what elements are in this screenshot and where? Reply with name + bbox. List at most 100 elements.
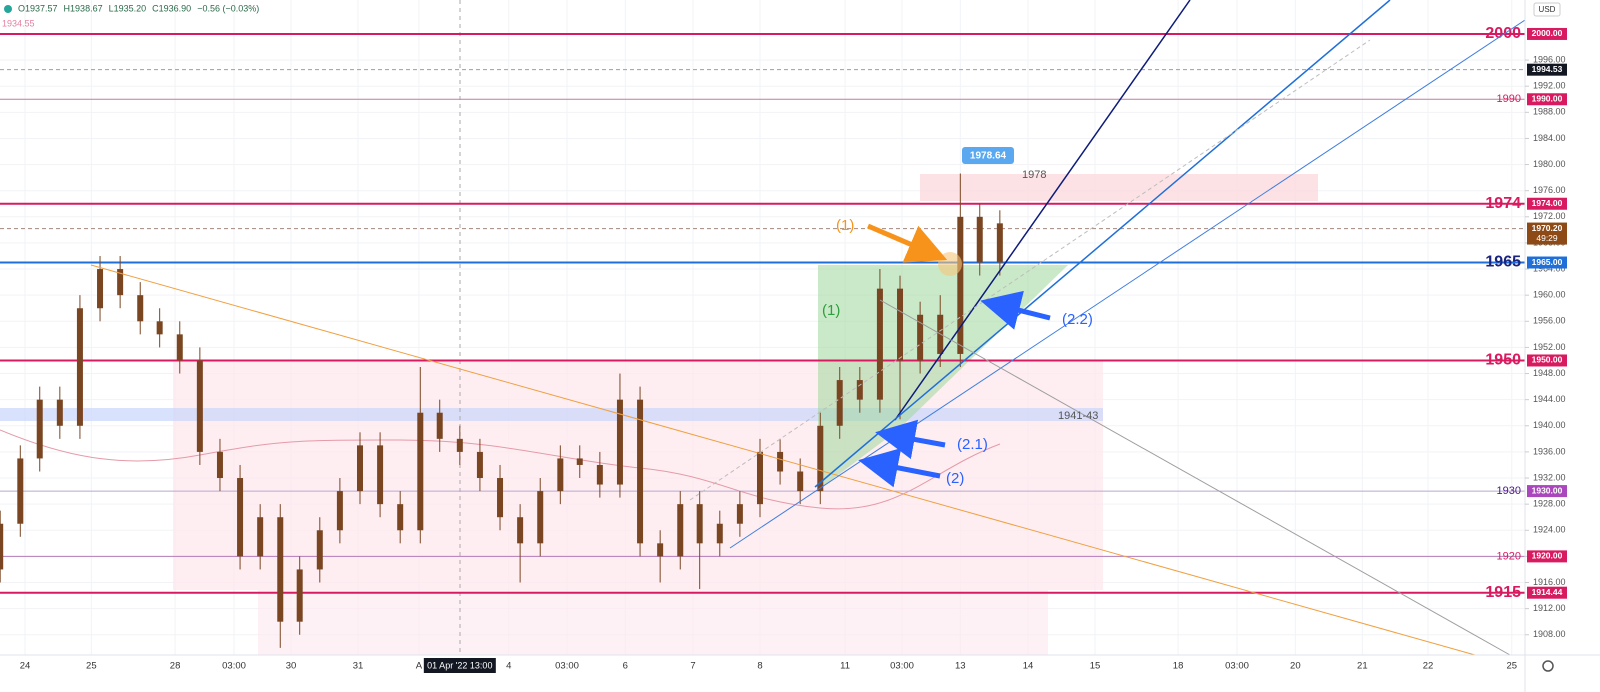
level-label: 1965 [1485, 254, 1521, 271]
candle-body [0, 523, 4, 570]
x-tick-label: 8 [757, 661, 762, 672]
cursor-tag [423, 658, 496, 673]
trend-line [879, 299, 1511, 656]
candle-body [677, 504, 684, 557]
moving-average [0, 429, 1001, 510]
candle-body [417, 412, 424, 531]
x-tick-label: 03:00 [555, 661, 579, 672]
y-tick-label: 1972.00 [1533, 211, 1566, 221]
price-tag [1527, 197, 1567, 210]
y-tick-label: 1940.00 [1533, 420, 1566, 430]
callout-text: 1978.64 [970, 151, 1007, 162]
candle-body [97, 269, 104, 309]
candle-body [976, 216, 983, 263]
y-tick-label: 1932.00 [1533, 472, 1566, 482]
x-tick-label: 15 [1090, 661, 1101, 672]
candle-body [756, 451, 763, 505]
y-tick-label: 1916.00 [1533, 577, 1566, 587]
trend-line [894, 0, 1191, 421]
candle-body [817, 425, 824, 492]
candle-body [497, 478, 504, 518]
price-tag [1527, 93, 1567, 106]
zone [258, 590, 1048, 655]
y-tick-label: 1948.00 [1533, 368, 1566, 378]
callout [962, 147, 1014, 164]
price-tag-label: 1930.00 [1532, 485, 1563, 495]
arrow [858, 448, 941, 488]
x-tick-label: 7 [690, 661, 695, 672]
ohlc-value: −0.56 (−0.03%) [197, 3, 259, 13]
x-tick-label: 22 [1423, 661, 1434, 672]
candle-body [336, 491, 343, 531]
candle-body [957, 216, 964, 354]
x-tick-label: 6 [623, 661, 628, 672]
y-tick-label: 1956.00 [1533, 316, 1566, 326]
price-tag-label: 1914.44 [1532, 587, 1563, 597]
annotation: (2.1) [957, 436, 988, 453]
candle-body [76, 308, 83, 426]
price-tag [1527, 256, 1567, 269]
candle-body [436, 412, 443, 439]
price-tag-label: 1920.00 [1532, 551, 1563, 561]
y-tick-label: 1936.00 [1533, 446, 1566, 456]
indicator-value: 1934.55 [2, 18, 35, 28]
candle-body [476, 451, 483, 479]
currency-button[interactable] [1533, 2, 1561, 17]
candle-body [36, 399, 43, 459]
x-tick-label: 03:00 [890, 661, 914, 672]
candle-body [456, 438, 463, 452]
price-tag-label: 1990.00 [1532, 94, 1563, 104]
y-tick-label: 1996.00 [1533, 54, 1566, 64]
axes: 1908.00 1912.00 1916.00 1920.00 1924.00 1928.… [20, 27, 1567, 673]
trend-line [90, 264, 1476, 656]
candle-body [576, 458, 583, 465]
x-tick-label: 11 [840, 661, 850, 672]
candle-body [397, 504, 404, 531]
y-tick-label: 1928.00 [1533, 499, 1566, 509]
ohlc-value: H1938.67 [64, 3, 103, 13]
candle-body [56, 399, 63, 426]
x-tick-label: 28 [170, 661, 181, 672]
annotation: (2) [946, 470, 964, 487]
candle-body [237, 478, 244, 557]
candle-body [797, 471, 804, 492]
level-label: 1930 [1497, 485, 1521, 497]
candle-body [856, 380, 863, 400]
x-tick-label: 03:00 [1225, 661, 1249, 672]
level-label: 1974 [1485, 195, 1521, 212]
y-tick-label: 1988.00 [1533, 107, 1566, 117]
highlight [938, 252, 962, 276]
annotation: (1) [836, 217, 854, 234]
candle-body [137, 295, 144, 322]
candle-body [277, 517, 284, 622]
candle-body [257, 517, 264, 557]
ohlc-value: O1937.57 [18, 3, 58, 13]
candle-body [637, 399, 644, 544]
price-tag-label: 1950.00 [1532, 355, 1563, 365]
x-tick-label: 03:00 [222, 661, 246, 672]
x-tick-label: 30 [286, 661, 297, 672]
currency[interactable]: USD [1539, 5, 1556, 14]
price-tag-label: 1994.53 [1532, 64, 1563, 74]
y-tick-label: 1912.00 [1533, 603, 1566, 613]
arrow [980, 290, 1051, 330]
annotation: (1) [822, 302, 840, 319]
level-label: 1915 [1485, 584, 1521, 601]
trend-line [689, 39, 1371, 501]
settings-button[interactable] [1542, 660, 1554, 672]
x-tick-label: 24 [20, 661, 31, 672]
arrow [875, 419, 946, 460]
x-tick-label: 14 [1023, 661, 1034, 672]
level-label: 1990 [1497, 93, 1521, 105]
levels: 2000 1990 1974 1965 1950 1930 1920 1915 [0, 25, 1525, 601]
candle-body [216, 451, 223, 479]
candle-body [517, 517, 524, 544]
x-tick-label: 13 [955, 661, 966, 672]
y-tick-label: 1924.00 [1533, 525, 1566, 535]
x-tick-label: 4 [506, 661, 511, 672]
countdown: 49:29 [1536, 233, 1558, 243]
x-tick-label: 21 [1357, 661, 1368, 672]
y-tick-label: 1960.00 [1533, 290, 1566, 300]
y-tick-label: 1976.00 [1533, 185, 1566, 195]
